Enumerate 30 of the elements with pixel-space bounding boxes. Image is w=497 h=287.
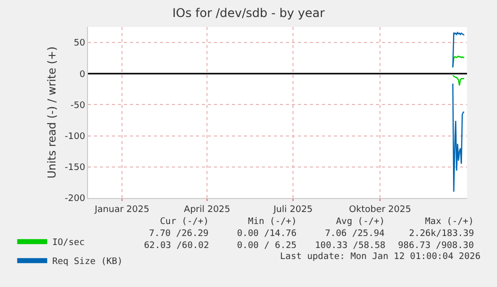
text: Max (-/+): [425, 217, 474, 227]
line-series: [452, 74, 465, 86]
chart-title: IOs for /dev/sdb - by year: [172, 6, 325, 20]
x-tick-label: April 2025: [184, 204, 230, 215]
text: Min (-/+): [248, 217, 297, 227]
y-tick-label: -150: [64, 163, 86, 174]
text: 0.00 /14.76: [237, 229, 297, 239]
text: Avg (-/+): [336, 217, 385, 227]
y-tick-label: 50: [74, 38, 86, 49]
y-tick-label: -100: [64, 132, 86, 142]
legend-label: IO/sec: [52, 238, 85, 248]
legend-label: Req Size (KB): [52, 257, 123, 268]
line-series: [452, 32, 465, 68]
text: 0.00 / 6.25: [237, 241, 297, 251]
y-tick-label: -50: [70, 100, 86, 111]
y-tick-label: -200: [64, 194, 86, 204]
text: 62.03 /60.02: [144, 241, 210, 251]
text: Last update: Mon Jan 12 01:00:04 2026: [280, 252, 480, 262]
text: 7.70 /26.29: [149, 229, 209, 239]
line-series: [452, 82, 465, 192]
text: 986.73 /908.30: [398, 241, 474, 251]
text: 100.33 /58.58: [315, 241, 386, 251]
text: Cur (-/+): [160, 217, 209, 227]
text: 2.26k/183.39: [409, 229, 474, 239]
x-tick-label: Oktober 2025: [349, 204, 412, 215]
x-tick-label: Januar 2025: [94, 204, 150, 215]
x-tick-label: Juli 2025: [272, 204, 313, 215]
y-axis-title: Units read (-) / write (+): [45, 46, 58, 179]
text: 7.06 /25.94: [325, 229, 385, 239]
y-tick-label: 0: [79, 70, 86, 80]
